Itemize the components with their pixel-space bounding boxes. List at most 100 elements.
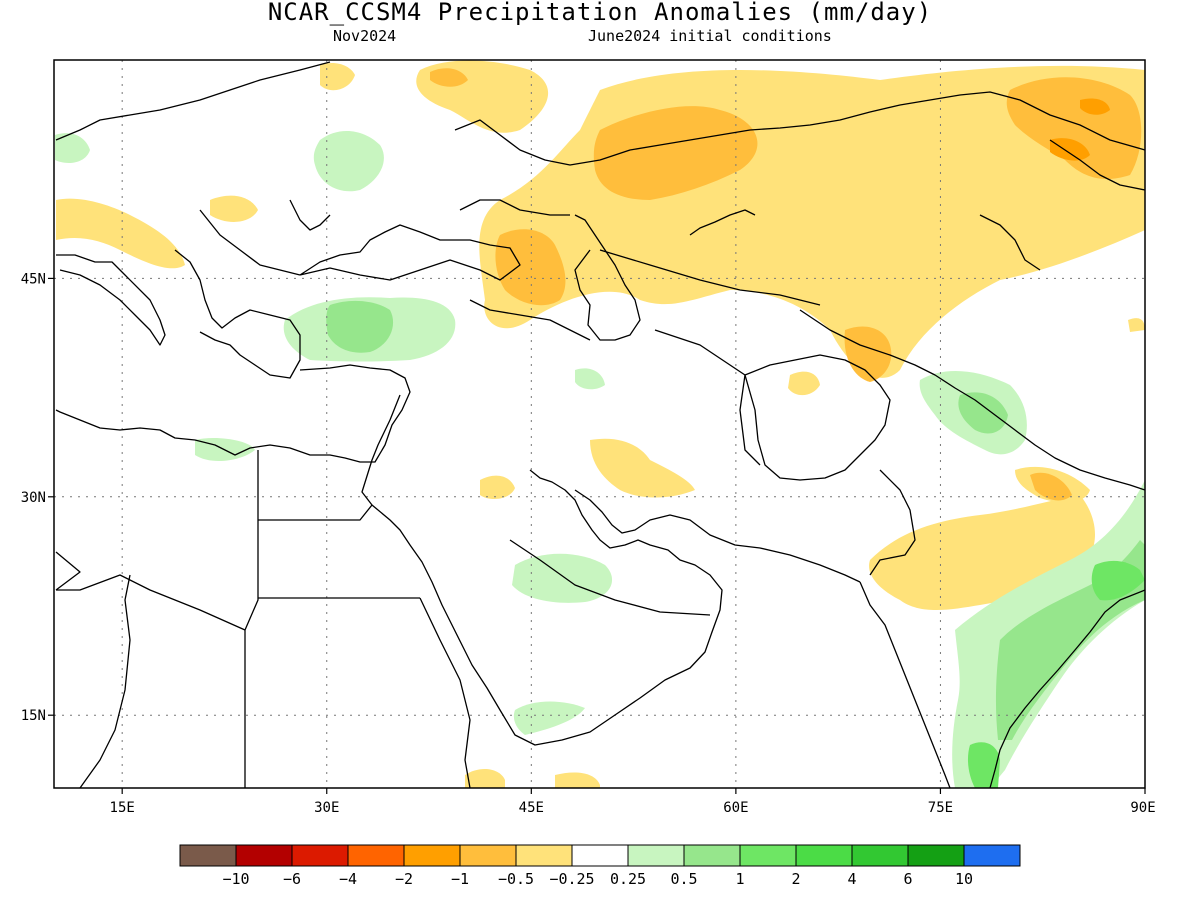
colorbar-label: 6 — [903, 870, 912, 888]
anomaly-region-wet-mid — [958, 392, 1008, 434]
colorbar-label: 4 — [847, 870, 856, 888]
colorbar-swatch — [963, 844, 1021, 867]
coastline-segment — [361, 394, 723, 746]
colorbar-label: −1 — [451, 870, 469, 888]
axis-ticks: 15E 30E 45E 60E 75E 90E 45N 30N 15N — [21, 271, 1156, 816]
lat-tick-label: 30N — [21, 490, 46, 506]
colorbar-label: −2 — [395, 870, 413, 888]
colorbar-swatch — [907, 844, 965, 867]
anomaly-region-dry-light — [465, 768, 505, 788]
anomaly-region-wet-light — [313, 130, 384, 192]
colorbar-label: −0.5 — [498, 870, 534, 888]
colorbar-swatch — [179, 844, 237, 867]
colorbar-swatch — [795, 844, 853, 867]
anomaly-region-dry-strong — [1080, 98, 1110, 115]
coastline-segment — [174, 249, 301, 379]
coastline-segment — [56, 254, 166, 346]
coastline-segment — [689, 209, 756, 236]
colorbar-swatch — [403, 844, 461, 867]
coastline-segment — [55, 551, 81, 591]
colorbar-label: −6 — [283, 870, 301, 888]
coastline-segment — [79, 574, 131, 789]
coastline-segment — [869, 469, 916, 576]
lat-tick-label: 45N — [21, 271, 46, 287]
colorbar-swatch — [627, 844, 685, 867]
anomaly-region-dry-mid — [1030, 472, 1072, 501]
coastline-segment — [55, 364, 411, 463]
coastline-segment — [859, 581, 951, 789]
lon-tick-label: 90E — [1130, 800, 1155, 816]
anomaly-region-dry-mid — [495, 229, 566, 306]
coastline-segment — [979, 214, 1041, 271]
anomaly-region-wet-light — [55, 133, 90, 163]
anomaly-region-dry-light — [555, 772, 600, 788]
coastline-segment — [574, 489, 861, 583]
lon-tick-label: 45E — [519, 800, 544, 816]
colorbar-label: −4 — [339, 870, 357, 888]
anomaly-region-dry-light — [480, 475, 515, 500]
lon-tick-label: 75E — [928, 800, 953, 816]
coastline-segment — [56, 574, 246, 631]
coastline-segment — [258, 504, 373, 521]
colorbar-swatch — [683, 844, 741, 867]
anomaly-region-wet-strong — [1091, 560, 1145, 601]
anomaly-region-dry-light — [56, 198, 185, 269]
colorbar-swatch — [515, 844, 573, 867]
coastline-segment — [654, 329, 746, 376]
coastline-segment — [599, 249, 821, 306]
colorbar-label: 0.25 — [610, 870, 646, 888]
colorbar-swatch — [291, 844, 349, 867]
coastline-segment — [244, 450, 259, 788]
colorbar-label: −0.25 — [549, 870, 594, 888]
anomaly-region-dry-light — [320, 63, 355, 91]
anomaly-shading — [55, 60, 1146, 788]
coastline-segment — [799, 309, 1146, 491]
map-title: NCAR_CCSM4 Precipitation Anomalies (mm/d… — [267, 0, 933, 26]
coastline-segment — [509, 539, 711, 616]
lon-tick-label: 30E — [314, 800, 339, 816]
coastlines — [55, 61, 1146, 789]
anomaly-region-dry-light — [210, 195, 258, 222]
colorbar-swatch — [459, 844, 517, 867]
anomaly-region-wet-mid — [326, 300, 394, 353]
anomaly-region-dry-light — [788, 371, 820, 396]
colorbar-label: 0.5 — [670, 870, 697, 888]
lat-tick-label: 15N — [21, 708, 46, 724]
colorbar-label: 2 — [791, 870, 800, 888]
coastline-segment — [739, 374, 761, 466]
colorbar: −10 −6 −4 −2 −1 −0.5 −0.25 0.25 0.5 1 2 4 6 10 — [179, 844, 1021, 888]
coastline-segment — [289, 199, 331, 231]
colorbar-swatch — [851, 844, 909, 867]
colorbar-swatch — [347, 844, 405, 867]
colorbar-label: 10 — [955, 870, 973, 888]
anomaly-region-dry-mid — [593, 106, 758, 200]
coastline-segment — [469, 299, 591, 341]
colorbar-label: −10 — [222, 870, 249, 888]
colorbar-swatch — [235, 844, 293, 867]
lon-tick-label: 15E — [110, 800, 135, 816]
anomaly-region-wet-strong — [967, 742, 1000, 788]
anomaly-region-dry-light — [590, 438, 695, 498]
coastline-segment — [299, 224, 521, 281]
coastline-segment — [744, 354, 891, 481]
colorbar-swatch — [739, 844, 797, 867]
lon-tick-label: 60E — [723, 800, 748, 816]
anomaly-region-wet-light — [512, 553, 613, 603]
coastline-segment — [1049, 139, 1146, 191]
anomaly-region-wet-light — [513, 701, 585, 735]
anomaly-region-dry-mid — [1006, 77, 1142, 180]
coastline-segment — [199, 209, 301, 276]
initial-conditions-label: June2024 initial conditions — [588, 27, 832, 45]
coastline-segment — [454, 91, 1146, 166]
colorbar-label: 1 — [735, 870, 744, 888]
anomaly-region-dry-strong — [1050, 138, 1090, 161]
anomaly-region-dry-mid — [430, 68, 468, 87]
map-frame — [53, 59, 1146, 789]
coastline-segment — [459, 199, 570, 216]
anomaly-region-dry-mid — [844, 326, 892, 382]
anomaly-region-dry-light — [1128, 318, 1145, 332]
coastline-segment — [989, 589, 1146, 789]
coastline-segment — [574, 214, 641, 341]
coastline-segment — [55, 61, 331, 141]
